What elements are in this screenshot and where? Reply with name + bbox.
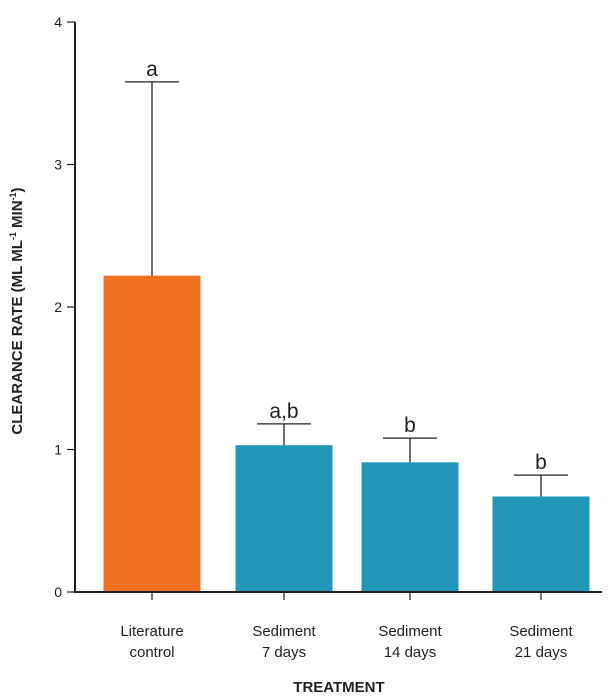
bars-group bbox=[103, 275, 590, 592]
y-tick-label: 0 bbox=[54, 584, 62, 600]
x-tick-label: Sediment bbox=[252, 623, 316, 640]
significance-label: a bbox=[146, 58, 158, 81]
y-tick-label: 2 bbox=[54, 299, 62, 315]
x-tick-label: 14 days bbox=[384, 644, 437, 661]
bar bbox=[361, 462, 459, 592]
y-tick-label: 1 bbox=[54, 442, 62, 458]
bar bbox=[235, 445, 333, 592]
y-axis-title-sup-2: -1 bbox=[8, 192, 18, 200]
significance-label: b bbox=[404, 414, 416, 437]
x-tick-label: control bbox=[129, 644, 174, 661]
y-axis-title-end: ) bbox=[9, 187, 26, 192]
y-axis-title: CLEARANCE RATE (ML ML-1 MIN-1) bbox=[8, 187, 26, 434]
y-tick-label: 3 bbox=[54, 157, 62, 173]
category-labels-group: Literature control Sediment 7 days Sediment 1… bbox=[120, 623, 573, 661]
y-axis-title-main: CLEARANCE RATE (ML ML bbox=[9, 240, 26, 434]
x-tick-label: 21 days bbox=[515, 644, 568, 661]
y-axis-title-sup-1: -1 bbox=[8, 232, 18, 240]
y-axis-title-mid: MIN bbox=[9, 200, 26, 232]
y-tick-label: 4 bbox=[54, 14, 62, 30]
y-axis: 0 1 2 3 4 bbox=[54, 14, 76, 600]
x-tick-label: 7 days bbox=[262, 644, 306, 661]
x-tick-label: Literature bbox=[120, 623, 183, 640]
x-axis-title: TREATMENT bbox=[293, 679, 384, 696]
x-axis bbox=[74, 591, 602, 600]
x-tick-label: Sediment bbox=[509, 623, 573, 640]
bar bbox=[103, 275, 201, 592]
significance-label: b bbox=[535, 451, 547, 474]
error-bars-group bbox=[125, 81, 568, 497]
significance-labels-group: a a,b b b bbox=[146, 58, 547, 474]
bar bbox=[492, 496, 590, 592]
significance-label: a,b bbox=[269, 400, 298, 423]
x-tick-label: Sediment bbox=[378, 623, 442, 640]
